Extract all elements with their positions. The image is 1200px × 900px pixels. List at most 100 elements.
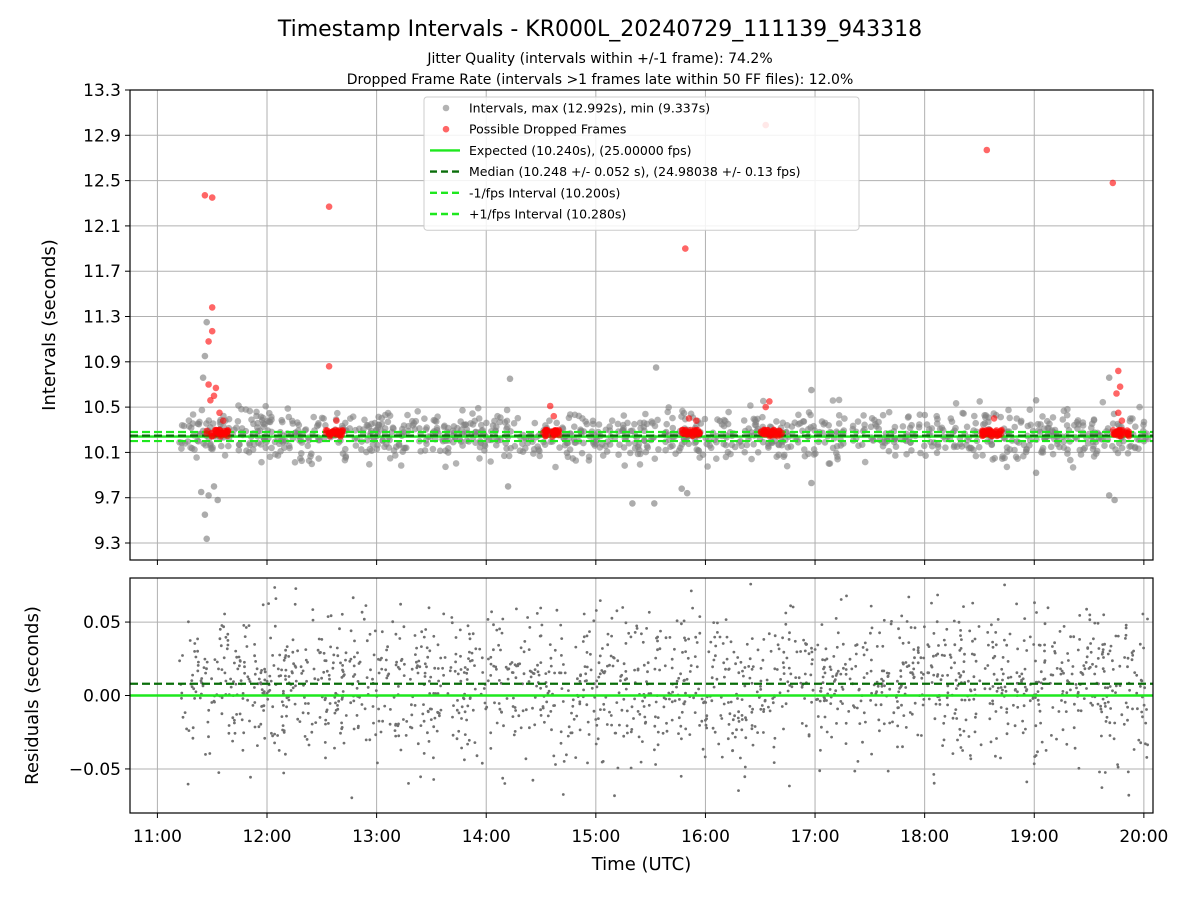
residual-point (922, 656, 926, 660)
residual-point (497, 702, 501, 705)
residual-point (220, 668, 224, 671)
residual-point (1032, 762, 1036, 766)
residual-point (679, 672, 682, 676)
residual-point (475, 754, 479, 758)
residual-point (489, 662, 493, 666)
residual-point (1015, 602, 1018, 606)
interval-point (452, 460, 460, 467)
residual-point (181, 715, 185, 719)
residual-point (971, 639, 974, 643)
residual-point (1043, 649, 1046, 653)
interval-point (531, 419, 539, 427)
interval-point (258, 458, 265, 466)
residual-point (734, 662, 737, 666)
dropped-frame-point (1123, 427, 1131, 434)
residual-point (218, 627, 222, 631)
residual-point (789, 672, 793, 676)
residual-point (558, 671, 561, 675)
residual-point (949, 666, 953, 670)
residual-point (561, 700, 565, 703)
residual-point (284, 674, 287, 678)
residual-point (1013, 724, 1017, 728)
residual-point (438, 714, 441, 718)
residual-point (1096, 657, 1100, 660)
residual-point (759, 667, 763, 670)
residual-point (638, 712, 642, 716)
residual-point (995, 737, 998, 740)
residual-point (299, 665, 303, 669)
residual-point (835, 645, 839, 649)
residual-point (1141, 715, 1144, 719)
residual-point (352, 699, 356, 703)
residual-point (226, 643, 230, 647)
residual-point (755, 690, 759, 694)
residual-point (306, 711, 310, 715)
residual-point (897, 690, 901, 694)
residual-point (1023, 685, 1027, 689)
residual-point (695, 665, 699, 669)
interval-point (640, 423, 648, 431)
residual-point (836, 631, 840, 635)
residual-point (423, 662, 427, 666)
residual-point (246, 675, 250, 679)
residual-point (396, 724, 400, 728)
residual-point (704, 723, 708, 727)
residual-point (940, 653, 944, 657)
residual-point (253, 643, 256, 646)
residual-point (880, 677, 883, 681)
residual-point (643, 715, 647, 719)
residual-point (626, 731, 629, 735)
interval-point (536, 447, 543, 455)
residual-point (531, 778, 535, 782)
residual-point (869, 669, 873, 673)
residual-point (200, 677, 204, 680)
residual-point (191, 673, 195, 677)
residual-point (432, 725, 436, 729)
interval-point (934, 415, 941, 423)
residual-point (1003, 638, 1006, 642)
residual-point (710, 699, 714, 703)
residual-point (351, 596, 355, 600)
interval-point (703, 440, 710, 448)
residual-point (304, 702, 307, 705)
residual-point (913, 701, 917, 705)
residual-point (601, 647, 604, 650)
interval-point (1049, 450, 1057, 458)
residual-point (883, 684, 886, 688)
residual-point (424, 628, 428, 631)
residual-point (432, 692, 436, 695)
residual-point (1114, 684, 1118, 688)
residual-point (1005, 732, 1009, 736)
residual-point (436, 710, 439, 714)
residual-point (514, 676, 518, 680)
residual-point (861, 740, 864, 744)
residual-point (944, 643, 947, 647)
dropped-frame-point (542, 432, 549, 440)
interval-point (248, 416, 255, 424)
residual-point (685, 677, 689, 681)
residual-point (301, 669, 305, 673)
interval-point (405, 422, 412, 430)
interval-outlier-point (210, 483, 218, 490)
residual-point (1028, 699, 1032, 703)
residual-point (881, 679, 885, 683)
residual-point (642, 663, 646, 667)
interval-point (519, 448, 527, 456)
residual-point (236, 667, 240, 671)
residual-point (874, 703, 878, 707)
residual-point (366, 686, 370, 689)
residual-point (1139, 741, 1143, 745)
residual-point (1106, 700, 1110, 704)
interval-point (981, 420, 989, 427)
residual-point (267, 602, 270, 605)
residual-point (804, 642, 807, 645)
residual-point (225, 647, 229, 651)
interval-point (596, 444, 604, 451)
residual-point (946, 691, 950, 695)
residual-point (570, 731, 574, 735)
residual-point (1081, 673, 1085, 676)
interval-point (187, 444, 194, 451)
interval-point (928, 425, 936, 432)
residual-point (327, 722, 330, 725)
residual-point (467, 738, 471, 742)
